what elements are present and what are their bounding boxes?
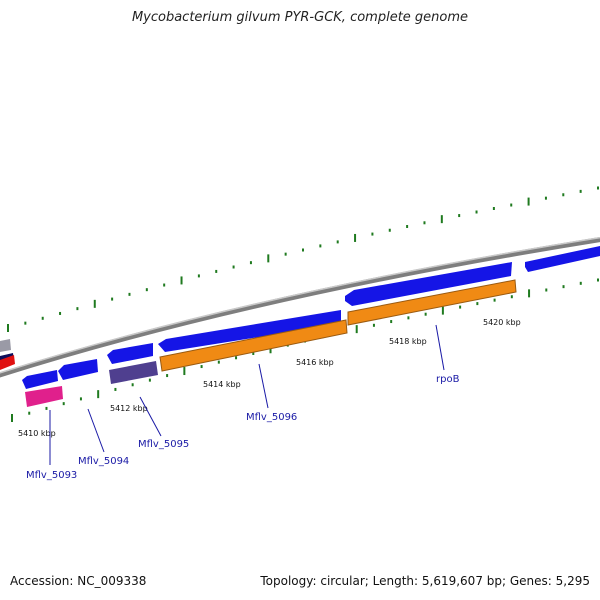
genome-backbone [0,237,600,378]
gene-feature[interactable] [158,310,341,352]
gene-feature[interactable] [345,262,512,306]
reverse-strand-features [25,279,517,407]
tick-label: 5410 kbp [18,429,56,438]
tick-labels: 5410 kbp 5412 kbp 5414 kbp 5416 kbp 5418 kbp… [18,318,521,438]
gene-leader-lines [49,324,445,465]
gene-label[interactable]: Mflv_5096 [246,412,297,423]
tick-label: 5414 kbp [203,380,241,389]
gene-label[interactable]: Mflv_5094 [78,456,129,467]
gene-label[interactable]: Mflv_5095 [138,439,189,450]
forward-strand-features [0,246,600,389]
gene-label[interactable]: rpoB [436,374,460,385]
tick-label: 5418 kbp [389,337,427,346]
gene-feature[interactable] [107,343,153,364]
genome-summary-text: Topology: circular; Length: 5,619,607 bp… [260,574,590,588]
tick-label: 5420 kbp [483,318,521,327]
gene-feature[interactable] [0,355,15,370]
gene-feature[interactable] [0,339,11,352]
gene-feature[interactable] [525,246,600,272]
inner-ruler [11,278,599,422]
outer-ruler [7,186,599,332]
gene-label[interactable]: Mflv_5093 [26,470,77,481]
gene-feature[interactable] [347,279,517,326]
gene-feature[interactable] [25,386,63,407]
gene-feature[interactable] [58,359,98,380]
tick-label: 5412 kbp [110,404,148,413]
gene-feature[interactable] [109,361,158,384]
tick-label: 5416 kbp [296,358,334,367]
accession-text: Accession: NC_009338 [10,574,147,588]
genome-backbone-highlight [0,236,600,374]
gene-feature[interactable] [159,319,348,372]
map-title: Mycobacterium gilvum PYR-GCK, complete g… [131,10,469,25]
gene-feature[interactable] [22,370,58,389]
